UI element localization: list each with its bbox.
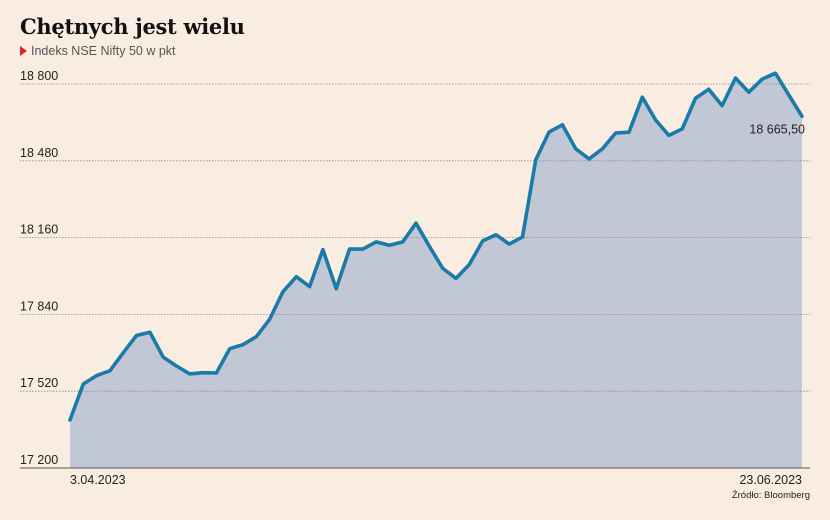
series-line (68, 71, 804, 422)
triangle-marker-icon (20, 46, 27, 56)
subtitle-text: Indeks NSE Nifty 50 w pkt (31, 44, 176, 58)
y-tick-label: 17 520 (20, 376, 58, 390)
chart-subtitle: Indeks NSE Nifty 50 w pkt (20, 44, 176, 58)
area-fill (70, 73, 802, 468)
y-tick-label: 17 200 (20, 453, 58, 467)
y-tick-label: 18 160 (20, 223, 58, 237)
chart-title: Chętnych jest wielu (20, 14, 245, 39)
x-end-label: 23.06.2023 (739, 473, 802, 487)
y-tick-label: 17 840 (20, 299, 58, 313)
y-tick-label: 18 800 (20, 69, 58, 83)
last-value-label: 18 665,50 (749, 122, 805, 136)
source-note: Źródło: Bloomberg (731, 490, 810, 501)
y-tick-label: 18 480 (20, 146, 58, 160)
x-start-label: 3.04.2023 (70, 473, 126, 487)
